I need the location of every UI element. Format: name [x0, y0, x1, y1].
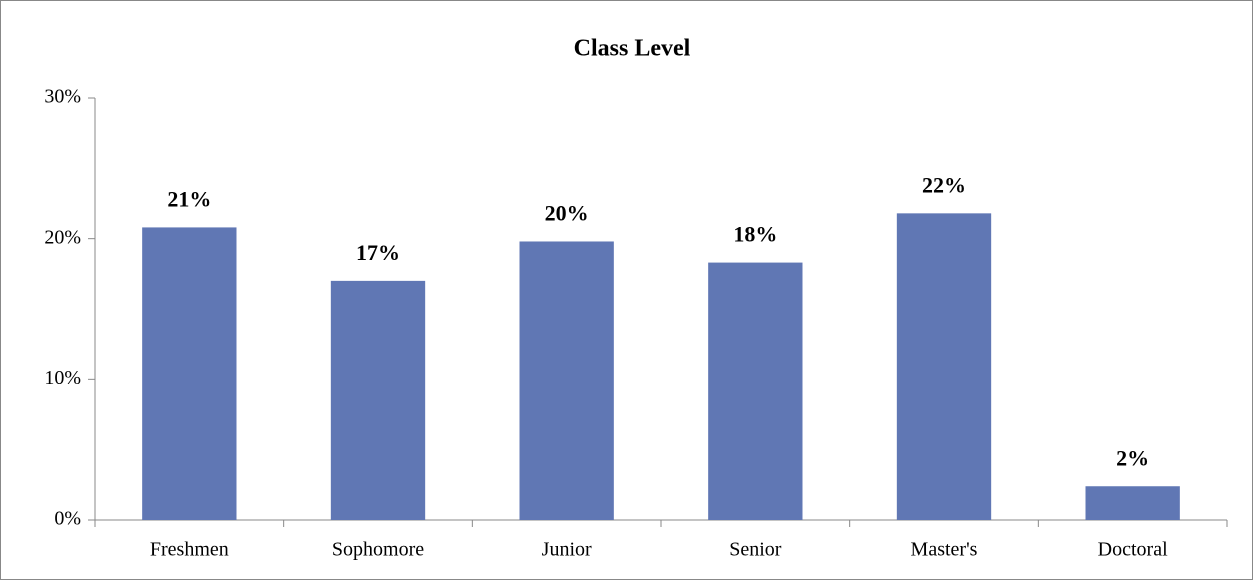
x-tick-label: Sophomore	[332, 539, 424, 561]
data-label: 21%	[167, 186, 211, 211]
bar	[330, 280, 426, 520]
bar	[896, 213, 992, 520]
data-label: 17%	[356, 240, 400, 265]
x-tick-label: Master's	[911, 539, 978, 561]
bar	[142, 227, 237, 520]
bar	[708, 262, 803, 520]
bar	[1085, 486, 1180, 520]
data-label: 20%	[545, 201, 589, 226]
x-tick-label: Freshmen	[150, 539, 229, 561]
y-tick-label: 20%	[44, 226, 81, 248]
y-tick-label: 0%	[54, 508, 81, 530]
chart-title: Class Level	[574, 36, 691, 62]
x-tick-label: Junior	[542, 539, 592, 561]
y-tick-label: 10%	[44, 367, 81, 389]
data-label: 22%	[922, 172, 966, 197]
bar	[519, 241, 614, 521]
x-tick-label: Doctoral	[1098, 539, 1168, 561]
x-tick-label: Senior	[729, 539, 782, 561]
data-label: 18%	[733, 222, 777, 247]
data-label: 2%	[1116, 445, 1149, 470]
y-tick-label: 30%	[44, 86, 81, 108]
